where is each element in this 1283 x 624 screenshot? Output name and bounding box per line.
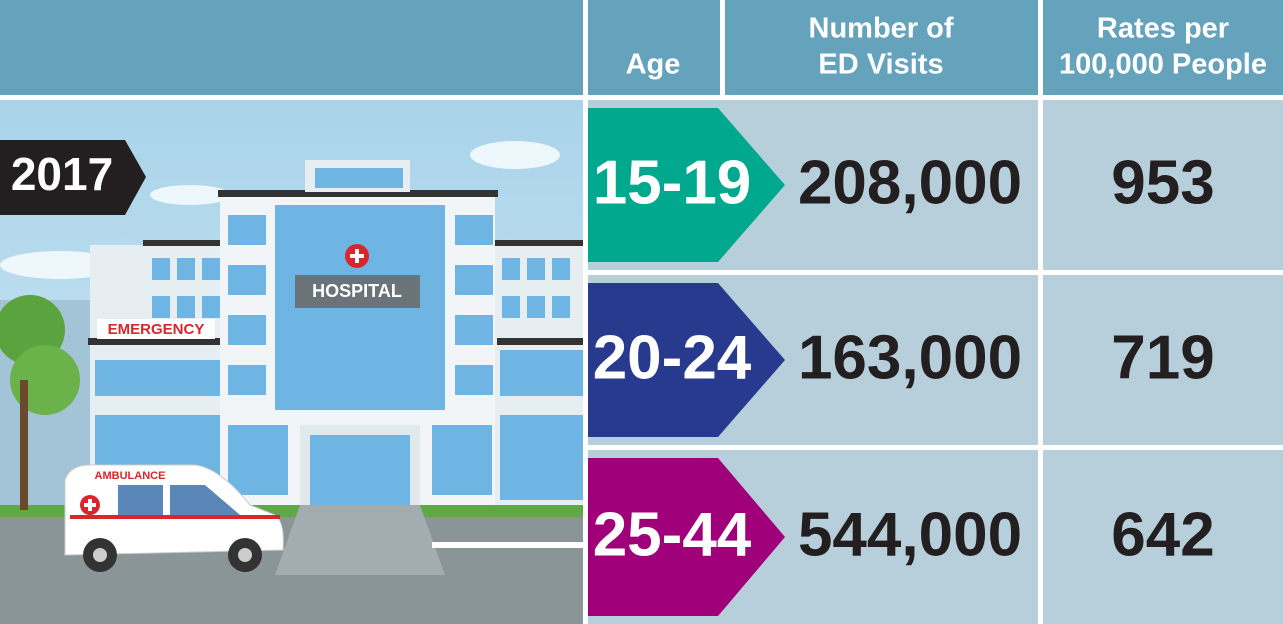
cell — [1043, 100, 1283, 270]
cell — [1043, 450, 1283, 624]
header-rates: Rates per — [1097, 13, 1229, 45]
rate: 642 — [1111, 500, 1214, 569]
age-arrow — [588, 458, 785, 616]
header-cell — [1043, 0, 1283, 95]
ed-visits: 163,000 — [798, 323, 1022, 392]
age-group: 15-19 — [593, 148, 752, 217]
header-visits: ED Visits — [818, 49, 943, 81]
cell — [1043, 275, 1283, 445]
hospital-sign: HOSPITAL — [312, 281, 402, 301]
age-group: 25-44 — [593, 500, 752, 569]
ed-visits: 208,000 — [798, 148, 1022, 217]
age-arrow — [588, 108, 785, 262]
header-age: Age — [626, 49, 681, 81]
header-cell — [588, 0, 720, 95]
year-badge — [0, 140, 146, 215]
header-rates: 100,000 People — [1059, 49, 1267, 81]
header-cell — [725, 0, 1038, 95]
ambulance-label: AMBULANCE — [95, 470, 166, 482]
year: 2017 — [11, 148, 113, 200]
ed-visits: 544,000 — [798, 500, 1022, 569]
ambulance: AMBULANCE — [64, 464, 284, 572]
header-cell — [0, 0, 583, 95]
table-body: 15-19 208,000 953 20-24 163,000 719 25-44 544,0… — [588, 100, 1283, 624]
age-group: 20-24 — [593, 323, 752, 392]
rate: 953 — [1111, 148, 1214, 217]
rate: 719 — [1111, 323, 1214, 392]
header-visits: Number of — [809, 13, 954, 45]
age-arrow — [588, 283, 785, 437]
emergency-sign: EMERGENCY — [108, 321, 205, 338]
